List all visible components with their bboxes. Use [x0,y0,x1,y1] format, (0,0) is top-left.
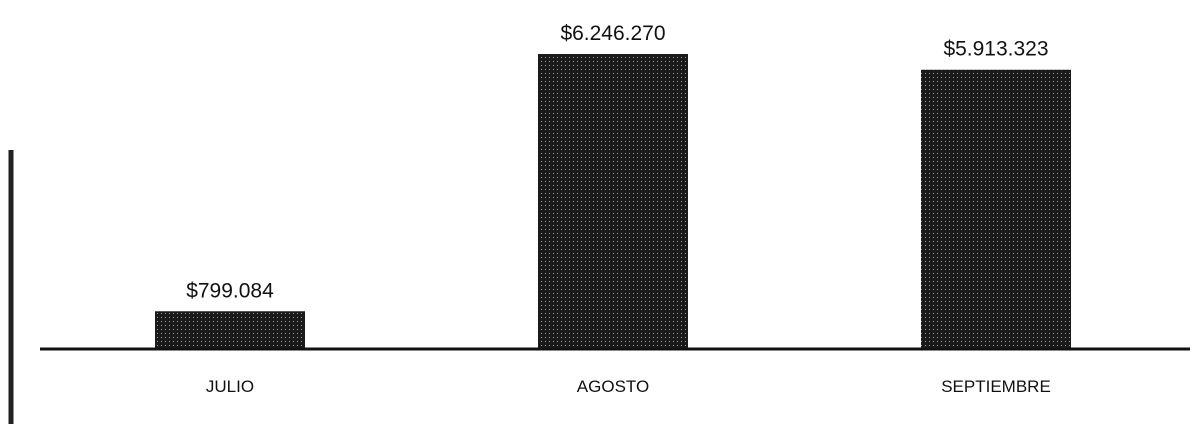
category-label-septiembre: SEPTIEMBRE [941,377,1051,396]
category-label-agosto: AGOSTO [577,377,649,396]
value-label-agosto: $6.246.270 [560,22,665,45]
bar-septiembre [921,69,1071,349]
bar-agosto [538,54,688,349]
value-label-septiembre: $5.913.323 [943,38,1048,61]
bars-layer: $799.084 JULIO $6.246.270 AGOSTO $5.913.323 S… [155,22,1071,396]
bar-julio [155,311,305,349]
value-label-julio: $799.084 [186,279,274,302]
category-label-julio: JULIO [206,377,254,396]
